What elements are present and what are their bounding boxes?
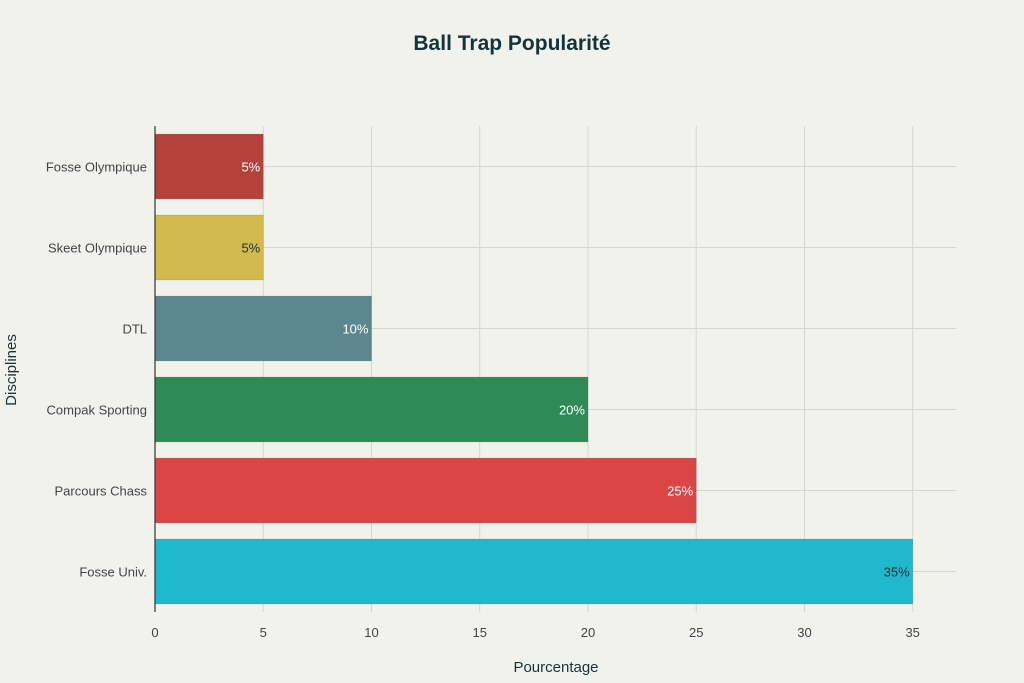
x-tick-label: 30 bbox=[797, 625, 811, 640]
bar bbox=[154, 538, 914, 605]
y-tick-label: Fosse Olympique bbox=[46, 160, 147, 175]
y-tick-label: Compak Sporting bbox=[47, 403, 147, 418]
x-tick-label: 5 bbox=[260, 625, 267, 640]
data-label: 20% bbox=[559, 403, 585, 418]
bar bbox=[154, 295, 372, 362]
bar bbox=[154, 214, 264, 281]
x-tick-label: 15 bbox=[472, 625, 486, 640]
x-tick-label: 35 bbox=[905, 625, 919, 640]
data-labels: 35% 25% 20% 10% 5% 5% bbox=[241, 160, 910, 580]
data-label: 10% bbox=[342, 322, 368, 337]
bar bbox=[154, 376, 589, 443]
y-tick-label: Skeet Olympique bbox=[48, 241, 147, 256]
x-tick-label: 0 bbox=[151, 625, 158, 640]
x-tick-label: 10 bbox=[364, 625, 378, 640]
x-axis-label: Pourcentage bbox=[513, 659, 598, 676]
bar bbox=[154, 457, 697, 524]
data-label: 5% bbox=[241, 160, 260, 175]
data-label: 25% bbox=[667, 484, 693, 499]
bars bbox=[154, 133, 914, 605]
x-tick-label: 20 bbox=[581, 625, 595, 640]
x-tick-label: 25 bbox=[689, 625, 703, 640]
chart-title: Ball Trap Popularité bbox=[413, 32, 610, 55]
y-tick-label: Fosse Univ. bbox=[79, 565, 147, 580]
bar bbox=[154, 133, 264, 200]
y-axis-label: Disciplines bbox=[3, 334, 20, 406]
y-tick-label: DTL bbox=[122, 322, 147, 337]
y-tick-label: Parcours Chass bbox=[55, 484, 148, 499]
tick-labels: 0 5 10 15 20 25 30 35 Fosse Univ. Parcours Chass C… bbox=[46, 160, 920, 641]
data-label: 5% bbox=[241, 241, 260, 256]
data-label: 35% bbox=[884, 565, 910, 580]
